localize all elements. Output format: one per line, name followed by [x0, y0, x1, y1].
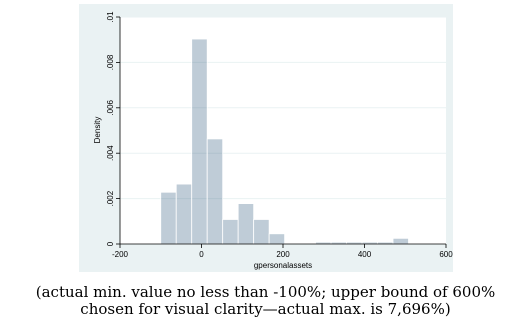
histogram-bar [253, 219, 270, 245]
y-ticks: 0 .002 .004 .006 .008 .01 [106, 11, 120, 246]
histogram-bar [392, 237, 409, 245]
x-tick-label: 400 [358, 250, 372, 259]
chart-panel: -200 0 200 400 600 0 .002 .004 .006 .008 .01 gper… [79, 4, 453, 272]
x-tick-label: 0 [199, 250, 204, 259]
y-tick-label: .006 [106, 99, 115, 115]
caption-line-1: (actual min. value no less than -100%; u… [35, 283, 496, 301]
y-tick-label: .002 [106, 190, 115, 206]
x-tick-label: 200 [276, 250, 290, 259]
plot-area [120, 17, 446, 244]
x-axis-label: gpersonalassets [254, 261, 312, 270]
histogram-bar [191, 38, 208, 245]
histogram-bar [160, 191, 177, 245]
grid-lines [120, 16, 446, 200]
x-ticks: -200 0 200 400 600 [112, 244, 453, 259]
y-tick-label: .004 [106, 145, 115, 161]
histogram-bar [222, 219, 239, 245]
caption-line-2: chosen for visual clarity—actual max. is… [80, 300, 451, 318]
x-tick-label: -200 [112, 250, 129, 259]
y-axis-label: Density [93, 117, 102, 144]
y-tick-label: .008 [106, 54, 115, 70]
y-tick-label: .01 [106, 11, 115, 23]
histogram-bar [268, 233, 286, 245]
y-tick-label: 0 [106, 241, 115, 246]
histogram-bar [206, 138, 224, 245]
histogram-chart: -200 0 200 400 600 0 .002 .004 .006 .008 .01 gper… [93, 11, 453, 270]
histogram-bar [175, 183, 193, 245]
x-tick-label: 600 [439, 250, 453, 259]
histogram-bar [237, 203, 255, 245]
